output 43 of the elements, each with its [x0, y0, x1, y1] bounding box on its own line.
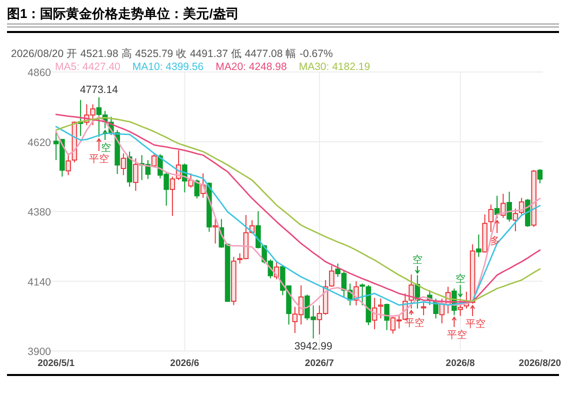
annotation: 平空	[466, 318, 486, 330]
candlestick	[420, 301, 426, 316]
candlestick	[66, 152, 71, 176]
candlestick	[488, 204, 494, 232]
candlestick	[329, 265, 334, 288]
x-tick-label: 2026/7	[304, 358, 334, 369]
x-tick-label: 2026/5/1	[38, 358, 76, 369]
candlestick	[408, 274, 414, 310]
candlestick	[188, 172, 194, 188]
text: MA10: 4399.56	[132, 61, 204, 73]
annotation: 平空	[88, 153, 109, 165]
candlestick	[384, 303, 390, 331]
candlestick	[120, 152, 126, 176]
candlestick	[133, 158, 138, 192]
x-tick-label: 2026/8	[446, 358, 475, 369]
candlestick	[506, 191, 512, 222]
candlestick	[212, 218, 218, 244]
y-tick-label: 4860	[28, 67, 52, 79]
text: MA20: 4248.98	[216, 61, 287, 73]
candlestick	[458, 298, 463, 316]
annotation: 多	[490, 235, 500, 247]
y-tick-label: 4140	[28, 276, 52, 288]
text: MA5: 4427.40	[55, 61, 121, 73]
annotation: 平空	[447, 329, 468, 341]
annotation: 3942.99	[294, 340, 332, 353]
y-tick-label: 4620	[28, 136, 52, 149]
y-tick-label: 3900	[28, 346, 52, 358]
candlestick	[500, 193, 506, 218]
chart-title: 图1：国际黄金价格走势单位：美元/盎司	[7, 6, 239, 21]
y-tick-label: 4380	[28, 206, 52, 218]
x-tick-label: 2026/8/20	[518, 358, 562, 369]
x-tick-label: 2026/6	[170, 358, 200, 369]
candlestick	[378, 298, 384, 319]
text: MA30: 4182.19	[298, 61, 370, 73]
annotation: 空	[101, 142, 112, 154]
annotation: 空	[412, 254, 422, 266]
chart-subtitle: 2026/08/20 开 4521.98 高 4525.79 收 4491.37 低 4477.08 幅 -0.67%	[11, 47, 333, 60]
annotation: 空	[455, 273, 466, 285]
candlestick	[537, 168, 543, 184]
annotation: 4773.14	[80, 84, 118, 96]
candlestick	[360, 283, 365, 306]
candlestick	[476, 234, 482, 258]
annotation: 平空	[404, 317, 424, 329]
